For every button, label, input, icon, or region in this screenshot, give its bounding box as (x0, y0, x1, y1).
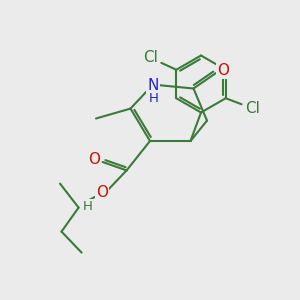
Text: H: H (83, 200, 92, 213)
Text: H: H (148, 92, 158, 105)
Text: O: O (217, 63, 229, 78)
Text: N: N (147, 78, 159, 93)
Text: O: O (88, 152, 100, 167)
Text: Cl: Cl (143, 50, 158, 65)
Text: Cl: Cl (245, 101, 260, 116)
Text: O: O (96, 185, 108, 200)
